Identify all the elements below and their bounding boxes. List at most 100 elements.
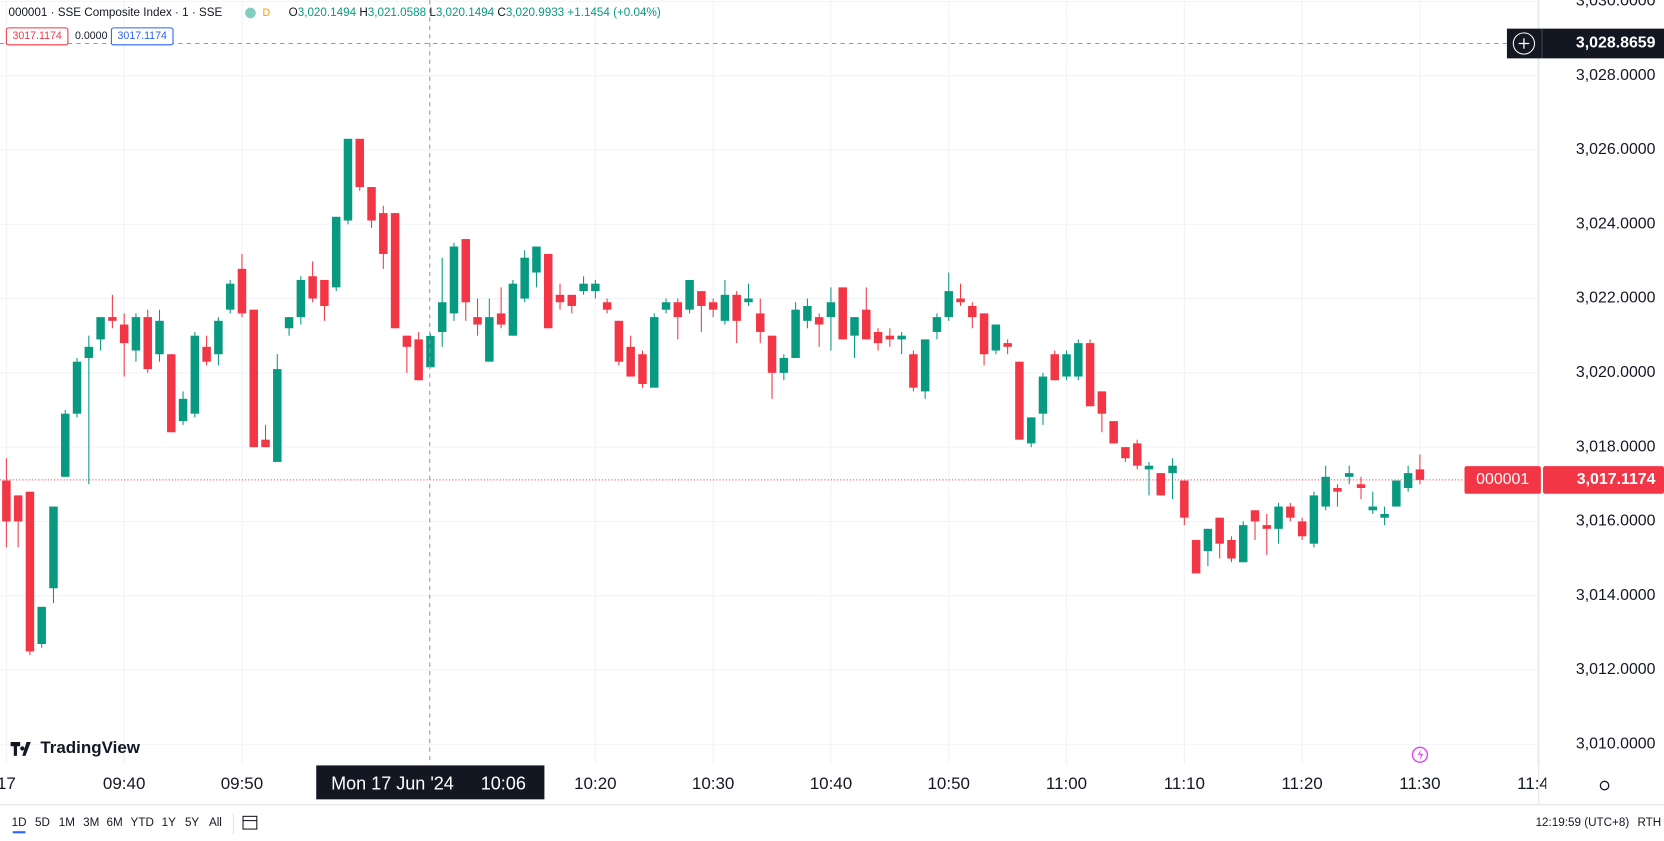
candle-body xyxy=(1121,447,1130,459)
candle-body xyxy=(296,279,306,318)
candle-body xyxy=(1191,539,1201,574)
candle-body xyxy=(1003,343,1012,347)
candle-body xyxy=(1403,473,1413,488)
candle-body xyxy=(379,213,388,254)
y-tick-label: 3,030.0000 xyxy=(1576,0,1656,10)
price-axis: 3,010.0000 3,012.0000 3,014.0000 3,016.0000… xyxy=(1576,0,1656,752)
candle-body xyxy=(13,495,23,522)
toolbar: 1D 5D 1M 3M 6M YTD 1Y 5Y All xyxy=(12,816,222,834)
candle-body xyxy=(461,239,471,303)
ohlc-value: 3,020.1494 xyxy=(298,6,357,19)
candle-body xyxy=(685,279,694,310)
symbol-title: 000001 · SSE Composite Index · 1 · SSE xyxy=(8,6,222,19)
indicator-value: 3017.1174 xyxy=(12,30,61,42)
candle-body xyxy=(426,335,435,368)
candle-body xyxy=(756,313,765,332)
candle-body xyxy=(720,294,730,321)
settings-icon[interactable] xyxy=(1599,780,1610,791)
x-tick-label: 10:20 xyxy=(574,774,616,793)
candle-body xyxy=(108,317,117,321)
candle-body xyxy=(826,302,836,318)
candle-body xyxy=(779,357,789,373)
candle-body xyxy=(190,335,200,414)
candle-body xyxy=(968,305,977,318)
candle-body xyxy=(119,324,129,344)
range-button[interactable]: 1D xyxy=(12,816,27,829)
range-button[interactable]: 6M xyxy=(107,816,123,829)
time-axis: 17 09:40 09:50 10:20 10:30 10:40 10:50 11:00 11:… xyxy=(0,774,1546,793)
indicator-value: 0.0000 xyxy=(75,30,108,42)
clock[interactable]: 12:19:59 (UTC+8) xyxy=(1536,816,1630,829)
candle-body xyxy=(1321,476,1330,507)
range-button[interactable]: 1Y xyxy=(162,816,176,829)
candle-body xyxy=(284,317,294,329)
candle-body xyxy=(1156,473,1166,496)
candle-body xyxy=(72,361,82,414)
candle-body xyxy=(697,291,706,306)
series-label-box xyxy=(1464,466,1541,494)
candle-body xyxy=(1297,521,1307,537)
candle-body xyxy=(1038,376,1048,414)
alert-icon[interactable] xyxy=(1411,746,1429,763)
plot-area xyxy=(2,138,1425,656)
candle-body xyxy=(1380,513,1389,518)
x-tick-label: 11:20 xyxy=(1282,774,1323,793)
candle-body xyxy=(708,302,718,310)
y-tick-label: 3,028.0000 xyxy=(1576,67,1656,84)
calendar-icon[interactable] xyxy=(242,815,258,830)
candle-body xyxy=(838,287,847,340)
candle-body xyxy=(414,339,423,381)
ohlc-value: 3,021.0588 xyxy=(368,6,426,19)
y-tick-label: 3,012.0000 xyxy=(1576,661,1656,678)
candle-body xyxy=(579,283,588,292)
candle-body xyxy=(862,309,871,340)
candle-body xyxy=(131,317,141,351)
candle-body xyxy=(614,320,624,362)
logo-text: TradingView xyxy=(40,738,140,757)
candle-body xyxy=(1085,343,1095,407)
add-alert-button[interactable] xyxy=(1512,32,1536,55)
x-tick-label: 11:00 xyxy=(1046,774,1087,793)
candle-body xyxy=(1144,465,1154,470)
candle-body xyxy=(402,335,412,347)
candle-body xyxy=(390,213,400,329)
range-button[interactable]: 5D xyxy=(35,816,50,829)
range-button[interactable]: YTD xyxy=(131,816,154,829)
candle-body xyxy=(1333,487,1342,492)
candle-body xyxy=(555,294,565,303)
x-tick-label: 10:40 xyxy=(810,774,852,793)
range-button[interactable]: All xyxy=(209,816,222,829)
candle-body xyxy=(1074,343,1083,377)
candle-body xyxy=(932,317,942,332)
x-tick-label: 17 xyxy=(0,774,16,793)
range-button[interactable]: 3M xyxy=(83,816,99,829)
x-tick-label: 11:10 xyxy=(1164,774,1205,793)
candle-body xyxy=(591,283,600,292)
range-button[interactable]: 1M xyxy=(59,816,75,829)
candle-body xyxy=(897,335,906,340)
last-price-label: 3,017.1174 xyxy=(1577,471,1656,488)
candle-body xyxy=(956,298,965,303)
last-price-box xyxy=(1543,466,1664,494)
candle-body xyxy=(1356,484,1366,488)
candle-body xyxy=(1015,361,1024,440)
candle-body xyxy=(1215,517,1224,544)
range-button[interactable]: 5Y xyxy=(185,816,199,829)
market-status xyxy=(245,7,256,19)
candle-body xyxy=(1238,525,1248,563)
ohlc-label: H xyxy=(359,6,367,19)
candle-body xyxy=(920,339,930,392)
candle-body xyxy=(602,302,612,310)
candle-body xyxy=(1132,443,1142,466)
candle-body xyxy=(2,480,11,522)
candle-body xyxy=(850,317,859,336)
ohlc-value: 3,020.9933 xyxy=(506,6,564,19)
x-tick-label: 10:50 xyxy=(928,774,970,793)
candle-body xyxy=(273,369,282,462)
candle-body xyxy=(638,354,647,384)
session[interactable]: RTH xyxy=(1637,816,1661,829)
x-tick-label: 09:50 xyxy=(221,774,263,793)
y-tick-label: 3,018.0000 xyxy=(1576,438,1656,455)
candle-body xyxy=(1109,421,1118,444)
candle-body xyxy=(1262,525,1272,529)
